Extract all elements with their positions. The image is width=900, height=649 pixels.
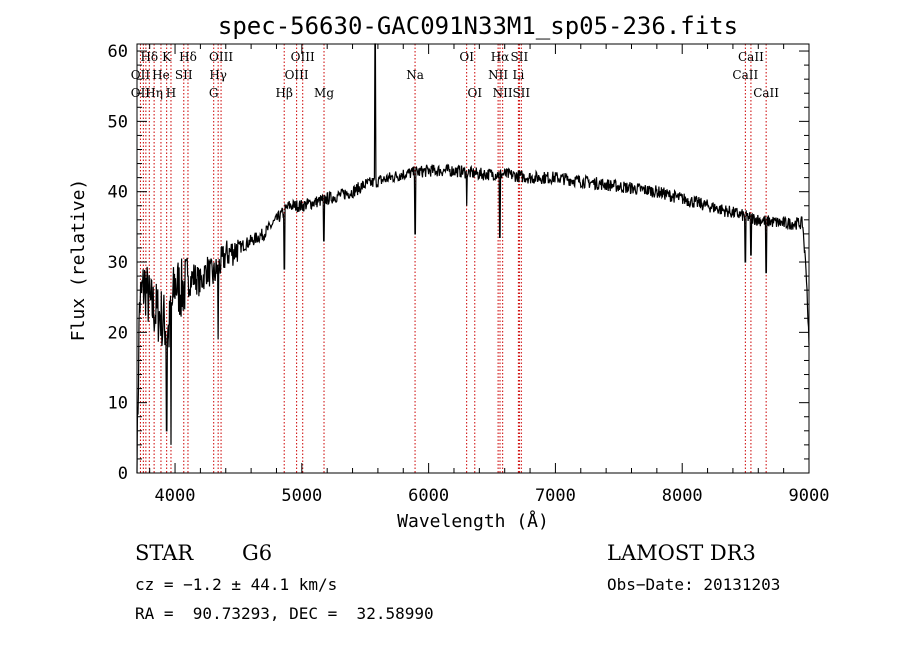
line-label: OI	[459, 50, 474, 64]
x-tick-label: 4000	[155, 486, 196, 506]
cz-value: cz = −1.2 ± 44.1 km/s	[135, 575, 338, 594]
obs-date: Obs−Date: 20131203	[607, 575, 781, 594]
y-tick-label: 20	[108, 323, 128, 343]
line-label: Li	[512, 68, 524, 82]
coordinates: RA = 90.73293, DEC = 32.58990	[135, 604, 434, 623]
x-axis-label: Wavelength (Å)	[397, 510, 549, 532]
line-label: He	[152, 68, 170, 82]
x-tick-label: 5000	[281, 486, 322, 506]
line-label: Hβ	[276, 86, 293, 100]
spectrum-line	[136, 43, 810, 474]
line-label: OIII	[291, 50, 315, 64]
y-tick-label: 60	[108, 42, 128, 62]
line-label: Hδ	[140, 50, 158, 64]
line-label: OIII	[285, 68, 309, 82]
line-label: CaII	[732, 68, 758, 82]
class-label: STAR	[135, 541, 194, 565]
x-tick-label: 9000	[789, 486, 830, 506]
chart-title: spec-56630-GAC091N33M1_sp05-236.fits	[218, 12, 738, 40]
x-tick-label: 6000	[408, 486, 449, 506]
y-tick-label: 10	[108, 394, 128, 414]
line-label: SII	[512, 86, 530, 100]
plot-frame	[136, 43, 810, 474]
x-axis: 4000 5000 6000 7000 8000 9000	[149, 44, 830, 506]
spectrum-chart: spec-56630-GAC091N33M1_sp05-236.fits Hδ K…	[68, 12, 830, 532]
y-tick-label: 40	[108, 183, 128, 203]
x-tick-label: 7000	[535, 486, 576, 506]
y-tick-label: 0	[118, 464, 128, 484]
y-axis: 0 10 20 30 40 50 60	[108, 42, 809, 484]
line-label: K	[162, 50, 172, 64]
y-axis-label: Flux (relative)	[68, 179, 89, 342]
line-label: G	[209, 86, 219, 100]
line-label: NII	[488, 68, 508, 82]
line-label: OI	[467, 86, 482, 100]
line-label: NII	[493, 86, 513, 100]
survey-label: LAMOST DR3	[607, 541, 756, 565]
y-tick-label: 30	[108, 253, 128, 273]
line-label: Hγ	[209, 68, 227, 82]
line-label: Hη	[145, 86, 163, 100]
line-label: H	[166, 86, 176, 100]
line-label: Mg	[314, 86, 334, 100]
line-label: OIII	[209, 50, 233, 64]
line-label: SII	[511, 50, 529, 64]
line-label: CaII	[753, 86, 779, 100]
subclass-label: G6	[242, 541, 273, 565]
line-label: CaII	[738, 50, 764, 64]
line-label: OII	[131, 68, 151, 82]
line-label: Na	[406, 68, 424, 82]
line-label: Hδ	[179, 50, 197, 64]
line-label: SII	[175, 68, 193, 82]
x-tick-label: 8000	[662, 486, 703, 506]
y-tick-label: 50	[108, 112, 128, 132]
line-label: Hα	[491, 50, 510, 64]
